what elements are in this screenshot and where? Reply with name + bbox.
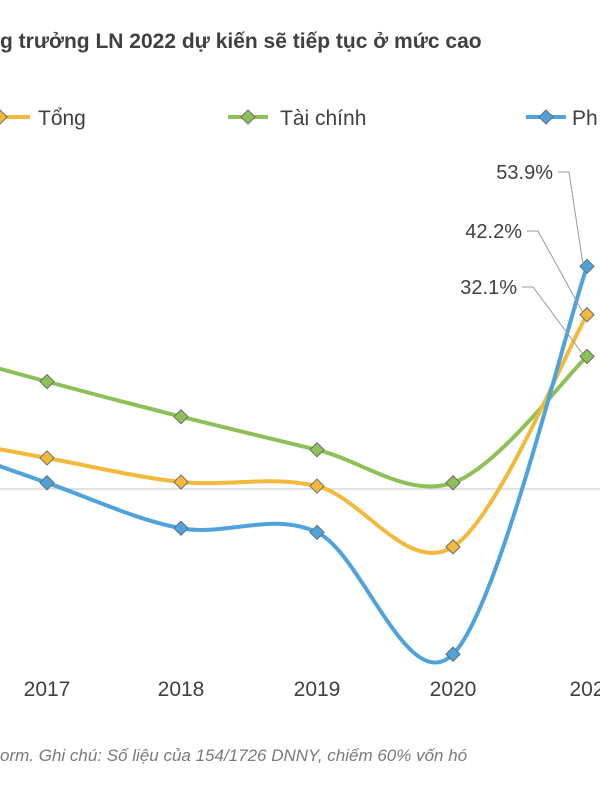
data-label-tong: 42.2% bbox=[465, 221, 584, 313]
leader-line bbox=[527, 230, 584, 313]
point-tong-2017 bbox=[39, 450, 55, 466]
legend-item-tai-chinh: Tài chính bbox=[228, 107, 366, 130]
legend-marker bbox=[0, 109, 8, 125]
chart-title: g trưởng LN 2022 dự kiến sẽ tiếp tục ở m… bbox=[0, 30, 482, 53]
legend-item-tong: Tổng bbox=[0, 107, 86, 130]
data-label-text: 53.9% bbox=[496, 162, 553, 184]
point-tai-chinh-2018 bbox=[173, 408, 189, 425]
x-tick-label: 2019 bbox=[294, 678, 341, 701]
legend: Tổng Tài chính Ph bbox=[0, 107, 598, 130]
point-tai-chinh-2019 bbox=[309, 441, 325, 458]
point-ph-2017 bbox=[39, 475, 55, 491]
x-tick-label: 2020 bbox=[430, 678, 477, 701]
legend-label: Tài chính bbox=[280, 107, 366, 130]
series-line-tong bbox=[0, 312, 589, 556]
data-label-text: 42.2% bbox=[465, 221, 522, 243]
data-label-tai-chinh: 32.1% bbox=[460, 277, 584, 355]
data-labels: 53.9% 42.2% 32.1% bbox=[460, 162, 584, 355]
point-tong-2020 bbox=[445, 539, 461, 555]
point-ph-202 bbox=[579, 258, 595, 275]
legend-label: Tổng bbox=[38, 107, 86, 130]
point-tai-chinh-2017 bbox=[39, 373, 55, 390]
point-tong-2018 bbox=[173, 474, 189, 490]
point-ph-2019 bbox=[309, 524, 325, 541]
legend-marker bbox=[538, 109, 554, 125]
x-tick-label: 2017 bbox=[24, 678, 71, 701]
series-line-tai-chinh bbox=[0, 354, 589, 489]
data-label-text: 32.1% bbox=[460, 277, 517, 299]
leader-line bbox=[558, 171, 584, 265]
footnote: orm. Ghi chú: Số liệu của 154/1726 DNNY,… bbox=[0, 746, 468, 765]
point-tong-2019 bbox=[309, 478, 325, 494]
leader-line bbox=[522, 286, 584, 355]
point-tong-202 bbox=[579, 306, 595, 323]
series-tai-chinh bbox=[0, 348, 595, 491]
line-chart: Tổng Tài chính Ph 2017 2018 2019 2020 202 53.9… bbox=[0, 107, 600, 701]
data-label-ph: 53.9% bbox=[496, 162, 584, 265]
point-tai-chinh-2020 bbox=[445, 475, 461, 491]
series-ph bbox=[0, 258, 595, 665]
legend-label: Ph bbox=[572, 107, 598, 130]
series-layer bbox=[0, 258, 595, 665]
legend-item-ph: Ph bbox=[526, 107, 598, 130]
series-tong bbox=[0, 306, 595, 556]
point-ph-2020 bbox=[445, 646, 461, 662]
point-tai-chinh-202 bbox=[579, 348, 595, 365]
legend-marker bbox=[240, 109, 256, 125]
x-axis: 2017 2018 2019 2020 202 bbox=[24, 678, 600, 701]
point-ph-2018 bbox=[173, 520, 189, 537]
x-tick-label: 2018 bbox=[158, 678, 205, 701]
x-tick-label: 202 bbox=[569, 678, 600, 701]
